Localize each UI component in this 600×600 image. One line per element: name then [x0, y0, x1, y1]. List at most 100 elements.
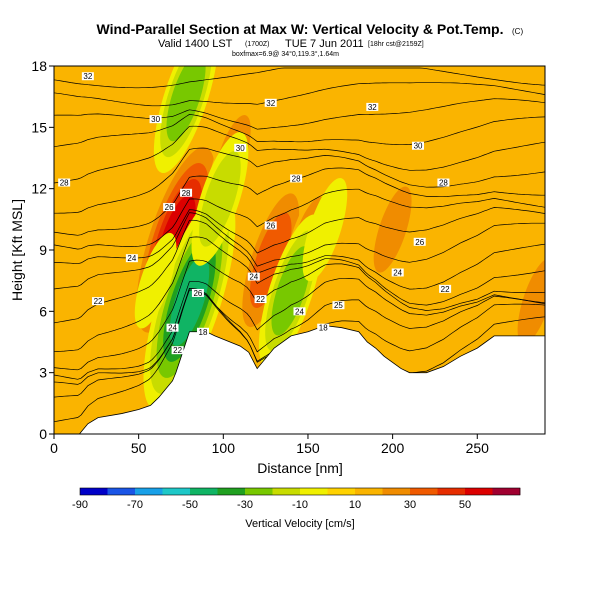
contour-label: 24: [125, 254, 138, 263]
theta-contour-line: [54, 147, 545, 214]
contour-label: 24: [166, 323, 179, 333]
valid-date: TUE 7 Jun 2011: [285, 38, 364, 50]
contour-label: 32: [366, 102, 379, 112]
colorbar-swatch: [272, 488, 301, 495]
contour-label-text: 30: [151, 115, 160, 124]
contour-label: 24: [293, 307, 306, 316]
contour-label: 26: [191, 288, 204, 298]
valid-line: Valid 1400 LST (1700Z) TUE 7 Jun 2011 [1…: [158, 38, 424, 50]
y-tick-label: 3: [39, 365, 47, 381]
contour-label-text: 28: [439, 179, 448, 188]
downdraft-2-band-1: [199, 151, 241, 247]
contour-label-text: 22: [256, 295, 265, 304]
axes: 0 50 100 150 200 250 0 3 6 9 12 15 18: [31, 58, 489, 456]
contour-label: 32: [81, 72, 94, 81]
contour-label: 26: [264, 221, 277, 230]
plot-area: 32 32 32 30 30 30 28 28 28 28 26 26 26 24 24 24 22 22 22 26…: [54, 66, 545, 434]
contour-label-bg: [317, 323, 330, 332]
x-tick-label: 50: [131, 440, 147, 456]
chart-title: Wind-Parallel Section at Max W: Vertical…: [96, 21, 503, 37]
downdraft-4-band-0: [302, 177, 348, 282]
contour-label: 22: [254, 295, 267, 304]
colorbar-swatch: [162, 488, 191, 495]
contour-label-text: 24: [249, 273, 258, 282]
contour-label-bg: [391, 268, 404, 277]
forecast-info: [18hr cst@2159Z]: [368, 41, 424, 48]
contour-label-bg: [254, 295, 267, 304]
contour-label-text: 32: [83, 72, 92, 81]
contour-label-bg: [437, 178, 450, 187]
x-tick-label: 150: [296, 440, 320, 456]
contour-label-text: 28: [182, 189, 191, 198]
contour-label-text: 26: [415, 238, 424, 247]
contour-label: 28: [58, 178, 71, 188]
contour-label: 30: [234, 143, 247, 153]
contour-labels: 32 32 32 30 30 30 28 28 28 28 26 26 26 24 24 24 22 22 22 26…: [58, 72, 452, 355]
x-tick-label: 200: [381, 440, 405, 456]
colorbar-tick-label: 10: [349, 499, 361, 511]
colorbar-tick-label: -10: [292, 499, 308, 511]
contour-label-bg: [366, 102, 379, 111]
colorbar-tick-label: -70: [127, 499, 143, 511]
contour-label-text: 18: [319, 324, 328, 333]
colorbar-swatch: [327, 488, 356, 495]
y-tick-label: 18: [31, 58, 47, 74]
contour-label-text: 26: [266, 221, 275, 230]
contour-label-bg: [264, 98, 277, 107]
downdraft-0-band-4: [169, 256, 210, 346]
theta-contour-line: [54, 67, 545, 89]
contour-label: 32: [264, 98, 277, 108]
contour-label: 22: [439, 284, 452, 294]
contour-label-bg: [191, 288, 204, 297]
colorbar-swatch: [465, 488, 493, 495]
contour-label: 26: [163, 203, 176, 212]
colorbar-label: Vertical Velocity [cm/s]: [245, 518, 354, 530]
theta-contour-line: [54, 219, 545, 324]
contour-label: 22: [92, 297, 105, 306]
valid-utc: (1700Z): [245, 41, 270, 48]
contour-label-bg: [171, 346, 184, 355]
colorbar-tick-label: 30: [404, 499, 416, 511]
contour-label: 25: [332, 301, 345, 310]
y-tick-label: 0: [39, 426, 47, 442]
colorbar-swatch: [492, 488, 521, 495]
updraft-7-band-1: [517, 258, 545, 345]
theta-contour-line: [54, 277, 545, 380]
contour-label-text: 28: [292, 174, 301, 183]
theta-contour-line: [54, 212, 545, 290]
colorbar-swatch: [355, 488, 383, 495]
y-tick-label: 15: [31, 119, 47, 135]
contour-label-text: 18: [199, 328, 208, 337]
contour-label-text: 32: [368, 103, 377, 112]
contour-label-bg: [196, 327, 209, 336]
contour-label-bg: [180, 188, 193, 197]
contour-label: 28: [290, 174, 303, 183]
colorbar-tick-label: -50: [182, 499, 198, 511]
contour-label: 22: [171, 346, 184, 355]
contour-label-text: 24: [127, 254, 136, 263]
colorbar-swatch: [107, 488, 136, 495]
contour-label-bg: [234, 143, 247, 152]
y-tick-label: 6: [39, 303, 47, 319]
x-axis-label: Distance [nm]: [257, 460, 343, 476]
contour-label: 24: [391, 268, 404, 277]
colorbar: -90 -70 -50 -30 -10 10 30 50: [72, 487, 521, 511]
info-line: boxfmax=6.9@ 34°0,119.3°,1.64m: [232, 50, 339, 58]
colorbar-tick-label: -90: [72, 499, 88, 511]
theta-contours: [54, 67, 545, 423]
colorbar-swatch: [80, 488, 108, 495]
contour-label: 18: [317, 323, 330, 333]
colorbar-swatch: [382, 488, 411, 495]
contour-label: 24: [247, 272, 260, 282]
theta-contour-line: [54, 188, 545, 250]
theta-contour-line: [54, 98, 545, 130]
contour-label-bg: [332, 301, 345, 310]
theta-contour-line: [54, 289, 545, 385]
y-tick-label: 9: [39, 242, 47, 258]
contour-label: 26: [413, 237, 426, 247]
colorbar-tick-label: 50: [459, 499, 471, 511]
contour-label: 28: [437, 178, 450, 188]
downdraft-1-band-2: [166, 66, 206, 142]
